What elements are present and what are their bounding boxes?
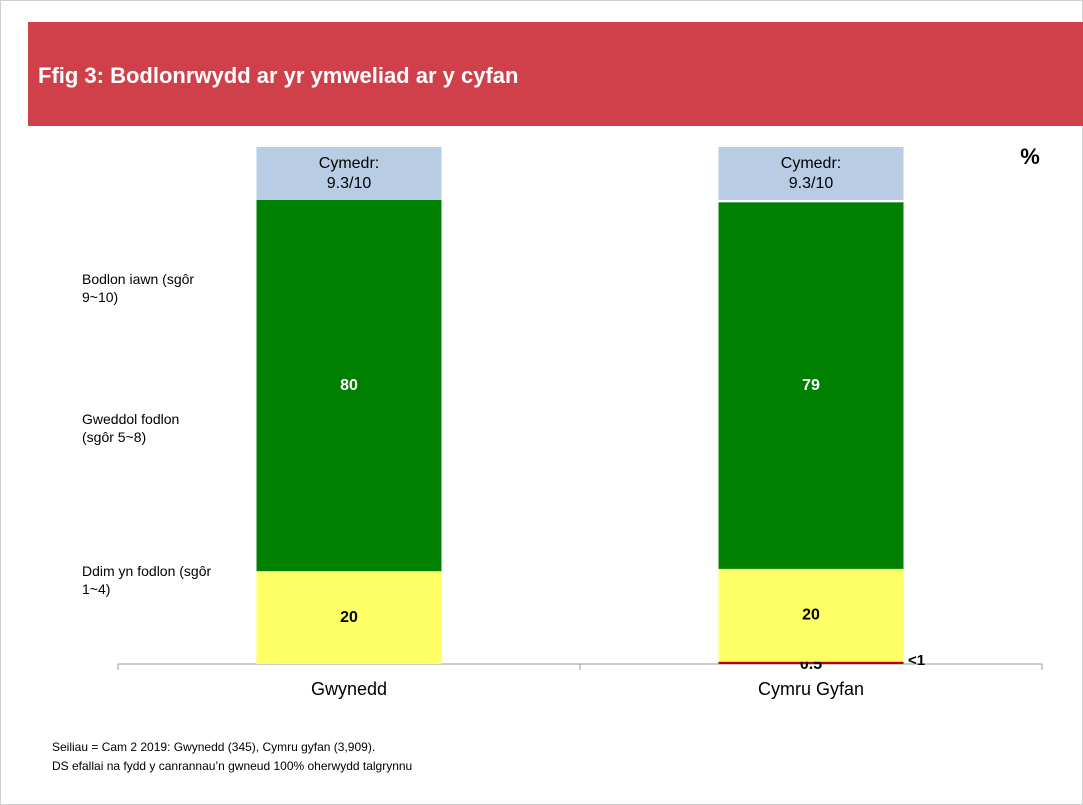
legend-item: Gweddol fodlon (sgôr 5~8) [82,410,212,446]
title-bar [28,22,1083,126]
annotation: <1 [908,652,925,669]
data-label: 80 [340,377,358,394]
bar-segment [718,661,904,664]
mean-label: Cymedr: [781,155,841,172]
unit-label: % [1020,144,1040,169]
data-label: 20 [340,609,358,626]
bar-segment [718,568,904,662]
legend-label: Bodlon iawn (sgôr 9~10) [82,271,195,305]
data-label: 79 [802,377,820,394]
mean-box [718,147,904,200]
data-label: 20 [802,606,820,623]
legend-item: Bodlon iawn (sgôr 9~10) [82,270,212,306]
chart-title: Ffig 3: Bodlonrwydd ar yr ymweliad ar y … [38,63,518,88]
mean-label: 9.3/10 [327,175,372,192]
x-tick-label: Gwynedd [311,679,387,699]
bar-segment [256,200,442,572]
mean-box [256,147,442,200]
footnote: DS efallai na fydd y canrannau’n gwneud … [52,759,412,773]
x-tick-label: Cymru Gyfan [758,679,864,699]
mean-label: Cymedr: [319,155,379,172]
mean-label: 9.3/10 [789,175,834,192]
legend-label: Gweddol fodlon (sgôr 5~8) [82,411,180,445]
legend-label: Ddim yn fodlon (sgôr 1~4) [82,563,212,597]
footnote: Seiliau = Cam 2 2019: Gwynedd (345), Cym… [52,740,375,754]
legend-item: Ddim yn fodlon (sgôr 1~4) [82,562,212,598]
bar-segment [718,202,904,569]
bar-segment [256,571,442,664]
